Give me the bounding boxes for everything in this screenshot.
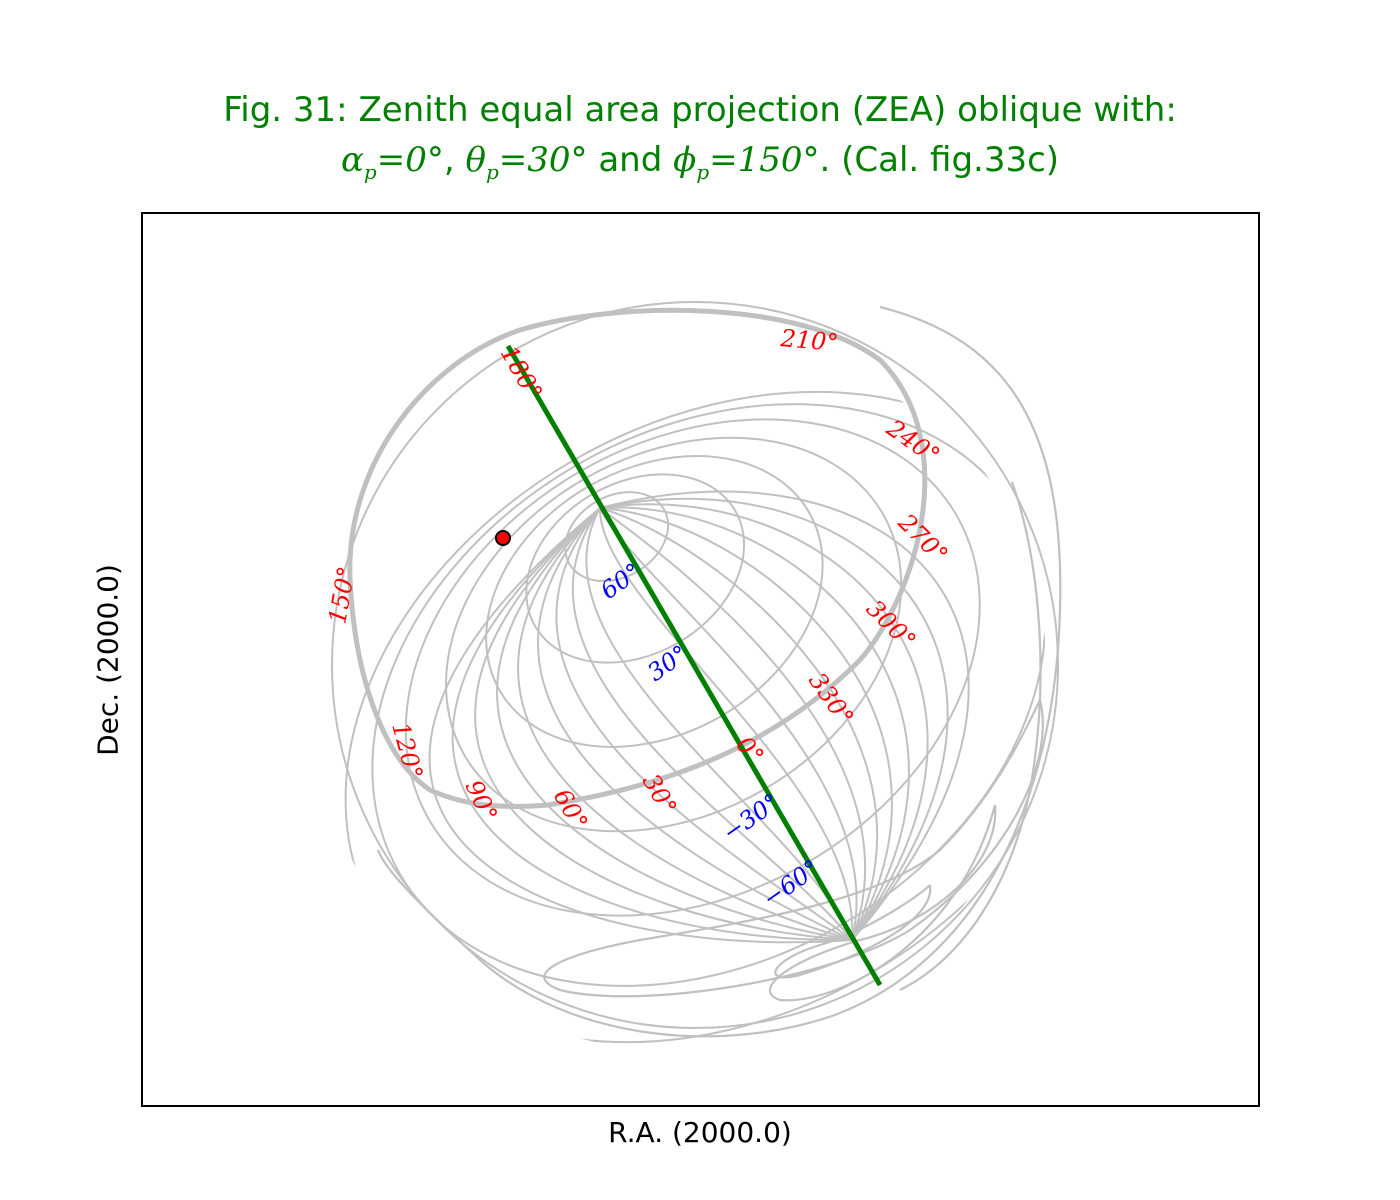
figure-title-line1: Fig. 31: Zenith equal area projection (Z… xyxy=(223,90,1177,130)
title-tail: . (Cal. fig.33c) xyxy=(819,140,1060,180)
ra-label: 90° xyxy=(460,776,503,826)
ra-label: 180° xyxy=(495,341,548,405)
meridian-line xyxy=(598,507,854,941)
theta-value: =30° xyxy=(498,140,588,180)
dec-label: −60° xyxy=(757,854,824,913)
theta-symbol: θ xyxy=(465,140,486,180)
x-axis-label: R.A. (2000.0) xyxy=(608,1116,792,1149)
phi-symbol: ϕ xyxy=(673,140,697,180)
ra-label: 210° xyxy=(778,324,839,357)
lower-loop-1 xyxy=(768,804,997,1002)
meridian-line xyxy=(599,503,929,941)
outer-boundary-curve-2 xyxy=(899,481,1042,991)
meridian-line xyxy=(474,507,853,941)
theta-subscript: p xyxy=(485,159,499,184)
meridian-line xyxy=(555,507,853,941)
alpha-subscript: p xyxy=(363,159,377,184)
ra-label: 60° xyxy=(548,784,594,835)
meridian-line xyxy=(599,506,910,941)
meridian-line xyxy=(599,507,867,941)
plot-frame xyxy=(141,212,1260,1107)
alpha-symbol: α xyxy=(340,140,364,180)
figure-title-line2: αp=0°, θp=30° and ϕp=150°. (Cal. fig.33c… xyxy=(0,135,1400,197)
alpha-value: =0° xyxy=(376,140,444,180)
meridian-line xyxy=(585,507,853,941)
meridian-line xyxy=(537,507,853,941)
meridian-line xyxy=(571,507,853,941)
meridian-line xyxy=(517,507,853,941)
equator-line xyxy=(347,307,928,809)
phi-value: =150° xyxy=(709,140,820,180)
meridian-line xyxy=(599,497,949,941)
outer-boundary-curve xyxy=(376,305,1062,1038)
meridian-line xyxy=(599,490,970,941)
ra-label: 240° xyxy=(881,413,945,470)
lower-loop-3 xyxy=(774,884,932,979)
dec-label: 60° xyxy=(595,558,646,605)
prime-meridian xyxy=(505,344,883,987)
phi-subscript: p xyxy=(696,159,710,184)
lower-loop-2 xyxy=(543,699,1044,998)
marker-dot xyxy=(495,530,511,546)
y-axis-label: Dec. (2000.0) xyxy=(91,564,125,756)
meridian-line xyxy=(599,507,878,941)
meridian-line xyxy=(451,507,853,942)
sphere-limb xyxy=(331,301,1059,1029)
title-separator: , xyxy=(443,140,466,180)
ra-label: 30° xyxy=(637,769,683,820)
title-and: and xyxy=(587,140,674,180)
meridian-line xyxy=(428,507,853,944)
